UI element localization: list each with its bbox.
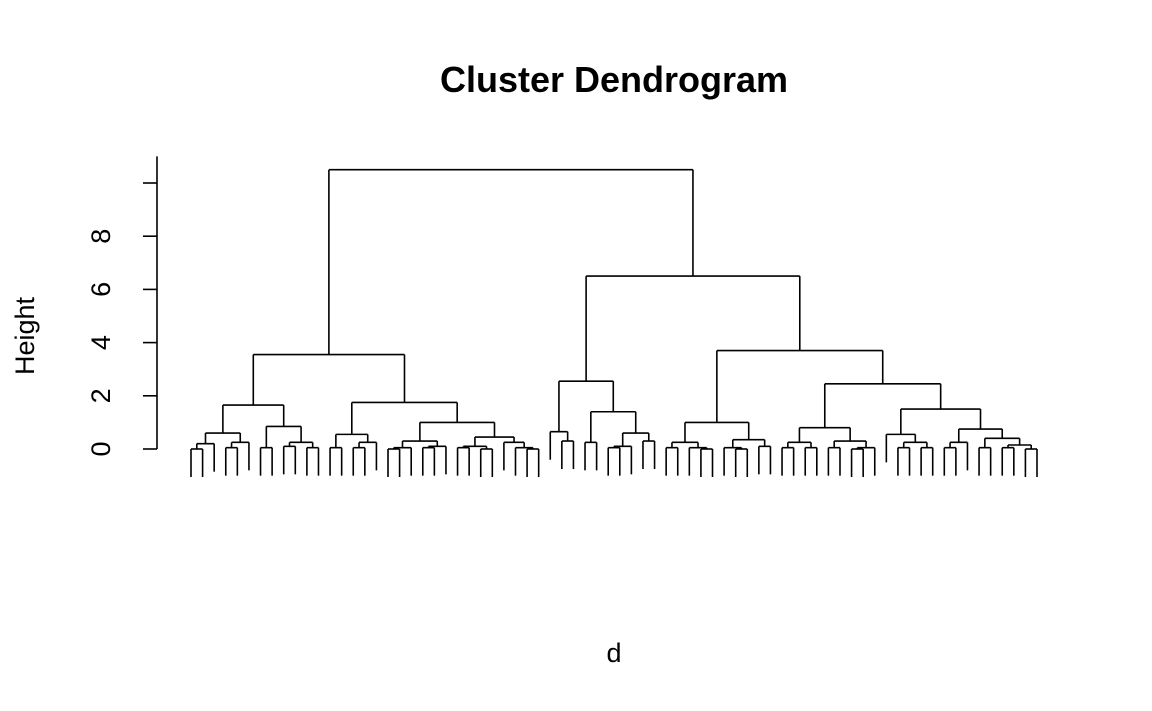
y-axis: 0 2 4 6 8 — [86, 156, 158, 457]
x-axis-label: d — [606, 638, 621, 668]
y-tick-label: 2 — [86, 388, 116, 403]
y-tick-label: 4 — [86, 335, 116, 350]
y-axis-label: Height — [10, 296, 40, 375]
y-tick-label: 8 — [86, 229, 116, 244]
chart-title: Cluster Dendrogram — [440, 59, 788, 100]
y-tick-label: 0 — [86, 441, 116, 456]
y-tick-label: 6 — [86, 282, 116, 297]
dendrogram-tree — [190, 168, 1038, 477]
